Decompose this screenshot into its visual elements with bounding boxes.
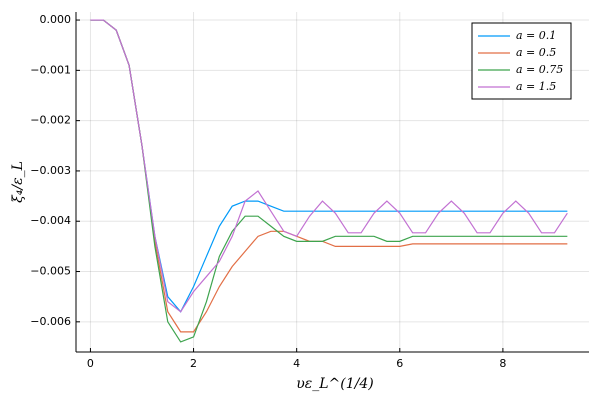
x-tick-label: 6 (396, 357, 403, 370)
y-axis-label: ξ₄/ε_L (10, 161, 26, 203)
x-tick-label: 2 (190, 357, 197, 370)
legend-label: a = 0.1 (516, 29, 556, 42)
y-tick-label: −0.001 (30, 63, 71, 76)
y-tick-label: −0.004 (30, 214, 71, 227)
y-tick-label: −0.006 (30, 315, 71, 328)
series-line (90, 19, 568, 333)
series-line (90, 19, 568, 313)
legend-label: a = 0.75 (516, 63, 563, 76)
series-line (90, 19, 568, 343)
y-tick-label: −0.003 (30, 164, 71, 177)
legend-label: a = 1.5 (516, 80, 556, 93)
y-tick-label: −0.005 (30, 265, 71, 278)
series-line (90, 19, 568, 313)
x-tick-label: 8 (499, 357, 506, 370)
y-tick-label: 0.000 (40, 13, 72, 26)
x-axis-label: υε_L^(1/4) (296, 376, 374, 392)
x-tick-label: 4 (293, 357, 300, 370)
x-tick-label: 0 (87, 357, 94, 370)
y-tick-label: −0.002 (30, 114, 71, 127)
legend-label: a = 0.5 (516, 46, 556, 59)
